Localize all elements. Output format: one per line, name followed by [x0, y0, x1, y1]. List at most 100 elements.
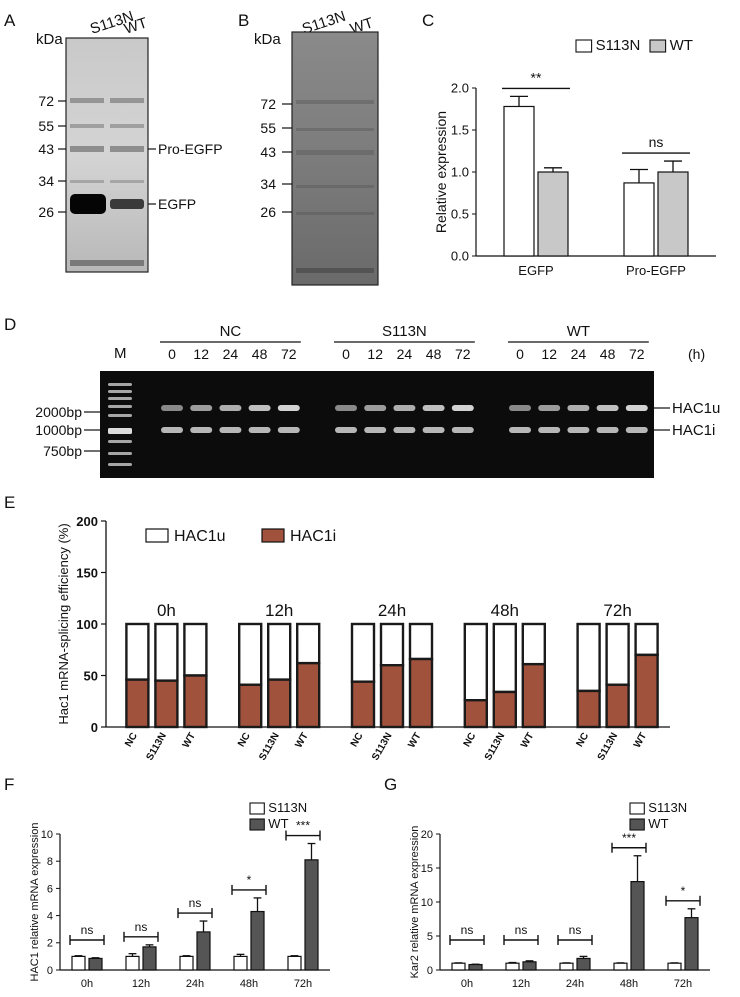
y-tick-label: 150 [76, 566, 98, 581]
x-tick-label: NC [123, 731, 140, 749]
legend-swatch-wt [249, 818, 265, 831]
legend-label-s113n: S113N [596, 37, 641, 54]
time-group-label: 0h [157, 601, 176, 620]
x-tick-label: NC [236, 731, 253, 749]
panel-letter-f: F [4, 775, 14, 794]
stack-segment-hac1i [237, 683, 263, 729]
group-label: S113N [382, 323, 427, 340]
x-tick-label: 72h [294, 978, 312, 990]
annotation-egfp: EGFP [158, 196, 196, 212]
stack-segment-hac1u [267, 622, 292, 681]
stack-segment-hac1i [350, 680, 376, 729]
legend-swatch-s113n [629, 802, 645, 815]
ladder-band [108, 390, 132, 393]
y-axis-label: Hac1 mRNA-splicing efficiency (%) [56, 523, 71, 724]
ladder-band [108, 397, 132, 400]
stack-segment-hac1i [183, 674, 208, 729]
significance-bracket [449, 935, 485, 945]
y-tick-label: 15 [421, 863, 433, 875]
y-tick-label: 0 [47, 965, 53, 977]
band-hac1u [422, 405, 445, 411]
band-hac1i [219, 427, 242, 433]
gel-background [100, 371, 654, 478]
marker-a-72: 72 [38, 93, 54, 109]
egfp-band-s113n [70, 194, 106, 214]
marker-a-34: 34 [38, 173, 54, 189]
timepoint-label: 72 [629, 346, 645, 362]
significance-bracket [285, 830, 321, 841]
stack-segment-hac1i [605, 683, 630, 729]
bar-wt [522, 961, 537, 971]
marker-b-43: 43 [260, 144, 276, 160]
band-hac1u [335, 405, 357, 411]
x-tick-label: 12h [132, 978, 150, 990]
band-hac1u [567, 405, 590, 411]
significance-bracket [177, 908, 213, 919]
significance-label: ns [569, 923, 582, 937]
legend-label-wt: WT [670, 37, 693, 54]
x-tick-label: EGFP [518, 263, 553, 278]
y-tick-label: 50 [84, 669, 98, 684]
ladder-band [108, 405, 132, 408]
bar-s113n [667, 962, 682, 971]
significance-bracket [231, 884, 267, 895]
timepoint-label: 0 [516, 346, 524, 362]
marker-b-55: 55 [260, 120, 276, 136]
significance-label: ns [515, 923, 528, 937]
y-tick-label: 8 [47, 856, 53, 868]
bar-s113n [451, 962, 466, 971]
significance-label: *** [622, 831, 636, 845]
x-tick-label: 12h [512, 978, 530, 990]
bar-wt [88, 957, 103, 971]
significance-label: * [681, 884, 686, 898]
legend-swatch-s113n [249, 802, 265, 815]
egfp-band-wt [110, 199, 144, 209]
band-hac1i [161, 427, 183, 433]
y-tick-label: 2.0 [451, 81, 469, 96]
x-tick-label: NC [574, 731, 591, 749]
significance-label: ns [461, 923, 474, 937]
panel-letter-e: E [4, 493, 15, 512]
y-axis-label: Kar2 relative mRNA expression [409, 826, 421, 979]
stack-segment-hac1u [237, 622, 263, 686]
marker-lane-label: M [114, 345, 127, 362]
band-hac1u [393, 405, 416, 411]
marker-b-34: 34 [260, 176, 276, 192]
bar-s113n [71, 955, 86, 971]
y-tick-label: 2 [47, 938, 53, 950]
band-hac1i [422, 427, 445, 433]
legend-swatch-s113n [575, 39, 593, 53]
bar-wt [657, 171, 689, 257]
stack-segment-hac1u [350, 622, 376, 683]
significance-bracket [611, 842, 647, 853]
stack-segment-hac1u [183, 622, 208, 677]
x-tick-label: NC [349, 731, 366, 749]
marker-ticks-b [282, 103, 292, 213]
significance-bracket [503, 935, 539, 945]
significance-bracket [123, 931, 159, 942]
time-group-label: 72h [603, 601, 631, 620]
ladder-label: 750bp [43, 443, 82, 459]
ladder-band [108, 414, 132, 417]
bar-wt [250, 910, 265, 971]
timepoint-label: 0 [168, 346, 176, 362]
legend-label-hac1i: HAC1i [290, 528, 336, 545]
chart-c: 0.0 0.5 1.0 1.5 2.0 EGFP ** Pro-EGFP ns Relative … [433, 37, 716, 278]
stack-segment-hac1u [463, 622, 488, 702]
y-tick-label: 5 [427, 931, 433, 943]
panel-d: D M NC 0 12 24 48 72 S113N 0 12 24 48 72 WT 0 12 24 48 72… [4, 315, 720, 478]
y-tick-label: 0 [91, 720, 98, 735]
band-hac1u [190, 405, 213, 411]
bar-s113n [623, 182, 655, 257]
timepoint-label: 48 [426, 346, 442, 362]
bar-s113n [287, 955, 302, 971]
western-blot-a [65, 37, 149, 273]
band-hac1i [393, 427, 416, 433]
band-hac1i [596, 427, 619, 433]
chart-e: 0 50 100 150 200 Hac1 mRNA-splicing efficienc… [56, 514, 670, 763]
stack-segment-hac1u [605, 622, 630, 686]
panel-letter-a: A [4, 11, 16, 30]
x-tick-label: S113N [144, 731, 169, 763]
significance-bracket [665, 895, 701, 906]
